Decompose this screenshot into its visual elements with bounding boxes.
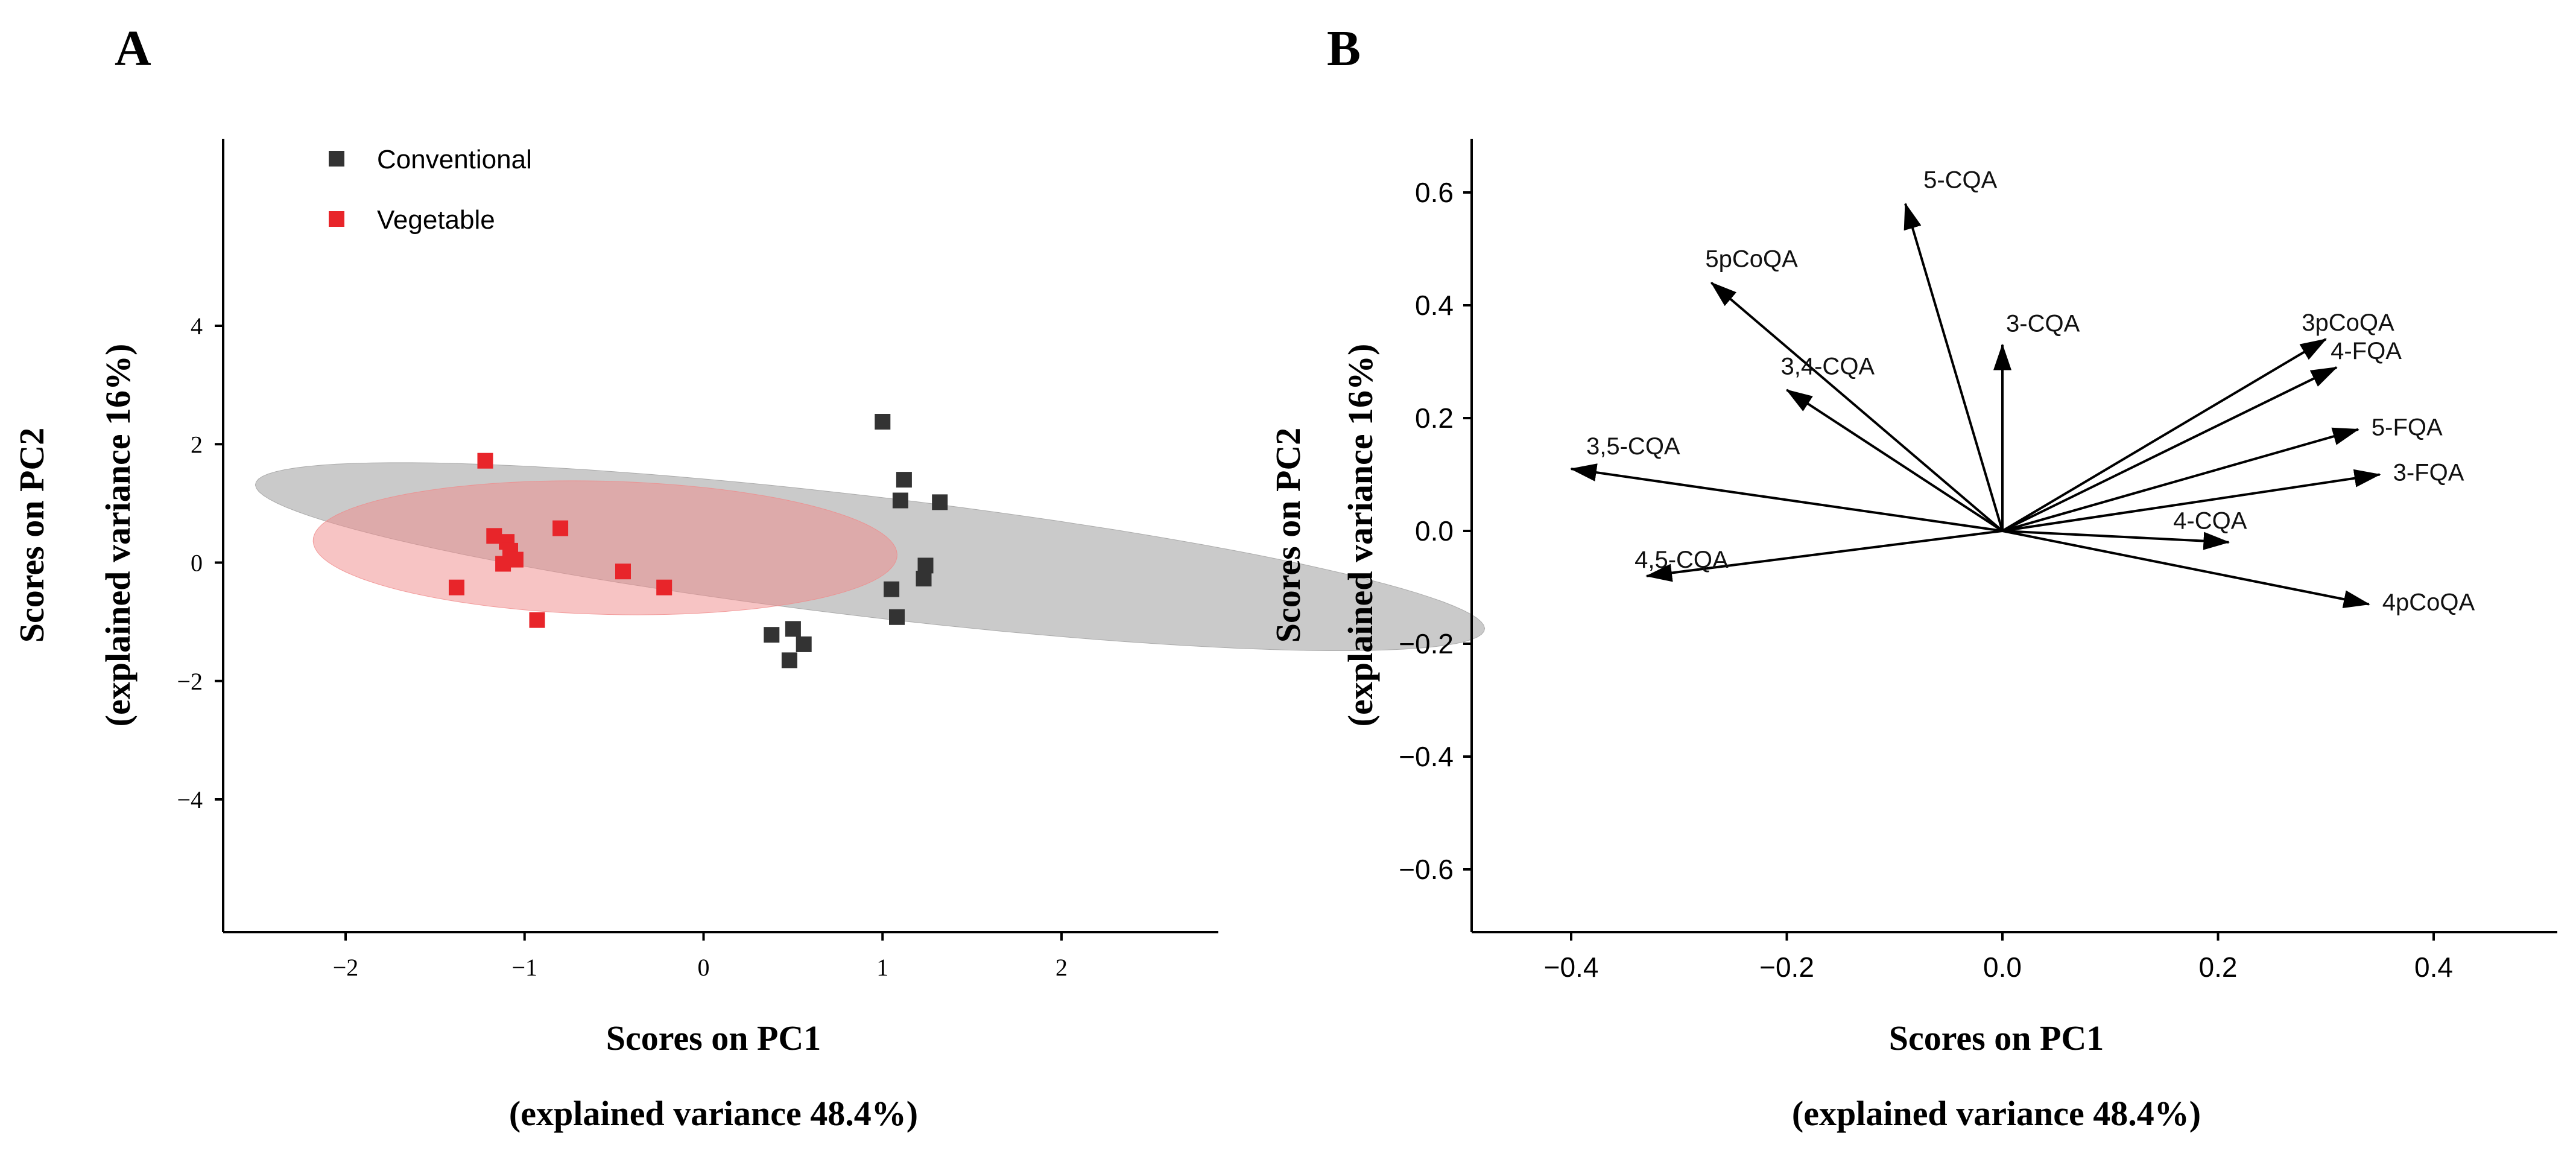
panel-b-y-subtitle: (explained variance 16%) (1341, 344, 1380, 727)
y-tick-label: −0.2 (1399, 628, 1454, 659)
legend-label-conventional: Conventional (377, 145, 532, 174)
y-tick-label: 0.0 (1415, 515, 1454, 547)
data-point-conventional (785, 621, 801, 637)
loading-vector (1785, 389, 2004, 532)
panel-b: B −0.4 −0.2 0.0 0.2 0.4 −0.6 −0.4 −0.2 0.0 0.2 0.4… (1268, 21, 2557, 1133)
loading-vector (2002, 366, 2338, 532)
vector-label: 3-CQA (2006, 311, 2080, 337)
panel-a-y-subtitle: (explained variance 16%) (98, 344, 138, 727)
loading-vector (2002, 469, 2381, 532)
data-point-conventional (875, 414, 891, 430)
data-point-conventional (764, 627, 780, 643)
y-tick-label: 0.6 (1415, 177, 1454, 208)
data-point-conventional (892, 492, 908, 509)
panel-b-y-title: Scores on PC2 (1268, 428, 1308, 643)
panel-a-legend: Conventional Vegetable (329, 145, 532, 235)
y-tick-label: −0.4 (1399, 741, 1454, 772)
panel-a-points (449, 414, 948, 668)
data-point-vegetable (552, 520, 569, 536)
legend-swatch-conventional (329, 151, 344, 167)
vector-label: 5-FQA (2372, 414, 2443, 441)
data-point-vegetable (477, 452, 493, 469)
vector-label: 4-CQA (2173, 508, 2247, 535)
x-tick-label: 0 (698, 954, 710, 981)
data-point-conventional (889, 609, 905, 625)
y-tick-label: 4 (191, 313, 203, 340)
vector-label: 4,5-CQA (1635, 547, 1729, 573)
vector-label: 3,5-CQA (1586, 433, 1680, 460)
vector-label: 5-CQA (1923, 167, 1998, 194)
loading-vector (2002, 530, 2370, 608)
x-tick-label: −0.2 (1759, 951, 1814, 983)
y-tick-label: −4 (177, 786, 203, 813)
data-point-vegetable (495, 556, 511, 572)
y-tick-label: 2 (191, 431, 203, 458)
loading-vector (1645, 530, 2003, 582)
panel-a-letter: A (115, 21, 151, 77)
panel-a-y-title: Scores on PC2 (12, 428, 51, 643)
data-point-conventional (932, 494, 948, 510)
panel-b-x-title: Scores on PC1 (1889, 1018, 2104, 1058)
data-point-vegetable (529, 612, 545, 628)
x-tick-label: 1 (876, 954, 888, 981)
panel-b-letter: B (1327, 21, 1361, 77)
data-point-conventional (796, 636, 812, 652)
x-tick-label: −1 (511, 954, 537, 981)
panel-b-vectors: 5-CQA 5pCoQA 3-CQA 3,4-CQA 3,5-CQA 4,5-CQA 3pC… (1570, 167, 2475, 616)
panel-b-x-subtitle: (explained variance 48.4%) (1792, 1094, 2201, 1133)
x-tick-label: −0.4 (1544, 951, 1599, 983)
vector-label: 4-FQA (2331, 338, 2402, 364)
x-tick-label: 2 (1055, 954, 1068, 981)
legend-swatch-vegetable (329, 211, 344, 227)
loading-vector (1710, 282, 2004, 532)
data-point-vegetable (615, 564, 631, 580)
y-tick-label: 0.4 (1415, 290, 1454, 321)
panel-b-ticks: −0.4 −0.2 0.0 0.2 0.4 −0.6 −0.4 −0.2 0.0 0.2 0.4 0.… (1399, 177, 2453, 983)
y-tick-label: 0.2 (1415, 402, 1454, 434)
y-tick-label: −0.6 (1399, 854, 1454, 885)
panel-a-ticks: −2 −1 0 1 2 −4 −2 0 2 4 (177, 313, 1068, 981)
x-tick-label: 0.0 (1983, 951, 2022, 983)
vector-label: 3pCoQA (2302, 310, 2394, 336)
vector-label: 5pCoQA (1705, 246, 1798, 273)
panel-a-x-subtitle: (explained variance 48.4%) (509, 1094, 918, 1133)
x-tick-label: 0.2 (2199, 951, 2238, 983)
data-point-vegetable (656, 579, 672, 595)
loading-vector (1904, 202, 2004, 532)
data-point-conventional (781, 652, 797, 668)
vector-label: 4pCoQA (2382, 589, 2475, 616)
loading-vector (2002, 530, 2230, 550)
y-tick-label: 0 (191, 550, 203, 577)
vector-label: 3-FQA (2393, 460, 2464, 486)
x-tick-label: 0.4 (2414, 951, 2453, 983)
y-tick-label: −2 (177, 668, 203, 695)
vector-label: 3,4-CQA (1781, 353, 1875, 379)
x-tick-label: −2 (333, 954, 359, 981)
loading-vector (2002, 427, 2359, 532)
loading-vector (1570, 463, 2003, 532)
legend-label-vegetable: Vegetable (377, 205, 495, 235)
data-point-conventional (896, 472, 912, 488)
data-point-conventional (884, 581, 900, 597)
panel-a-x-title: Scores on PC1 (606, 1018, 821, 1058)
loading-vector (2001, 338, 2328, 532)
data-point-conventional (916, 571, 932, 586)
data-point-vegetable (449, 579, 464, 595)
